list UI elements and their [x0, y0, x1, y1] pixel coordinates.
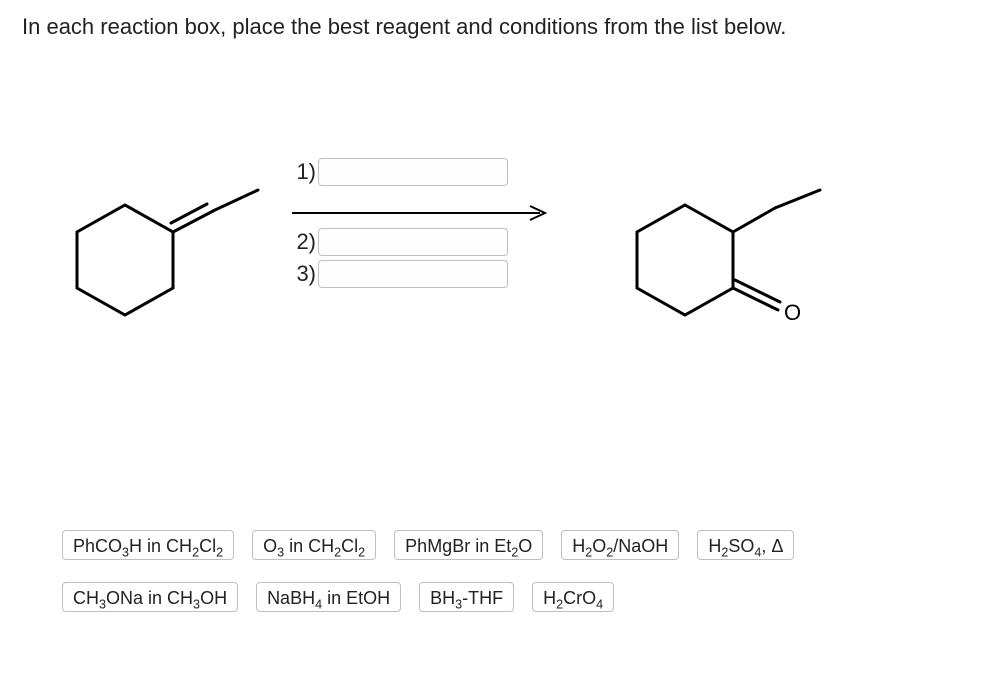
reagent-bank-row-2: CH3ONa in CH3OH NaBH4 in EtOH BH3-THF H2…: [62, 582, 614, 612]
step-1-input[interactable]: [318, 158, 508, 186]
reagent-bh3-thf[interactable]: BH3-THF: [419, 582, 514, 612]
step-2-input[interactable]: [318, 228, 508, 256]
reagent-steps: 1) 2) 3): [290, 158, 508, 292]
starting-material-structure: [50, 170, 280, 355]
step-1-row: 1): [290, 158, 508, 186]
reagent-ch3ona[interactable]: CH3ONa in CH3OH: [62, 582, 238, 612]
step-1-label: 1): [290, 159, 316, 185]
reagent-h2cro4[interactable]: H2CrO4: [532, 582, 614, 612]
step-2-label: 2): [290, 229, 316, 255]
step-3-input[interactable]: [318, 260, 508, 288]
step-3-row: 3): [290, 260, 508, 288]
reagent-o3[interactable]: O3 in CH2Cl2: [252, 530, 376, 560]
reagent-phmgbr[interactable]: PhMgBr in Et2O: [394, 530, 543, 560]
reagent-nabh4[interactable]: NaBH4 in EtOH: [256, 582, 401, 612]
reagent-bank-row-1: PhCO3H in CH2Cl2 O3 in CH2Cl2 PhMgBr in …: [62, 530, 794, 560]
reagent-h2o2-naoh[interactable]: H2O2/NaOH: [561, 530, 679, 560]
reaction-scheme: 1) 2) 3) O: [50, 140, 950, 400]
reagent-h2so4[interactable]: H2SO4, Δ: [697, 530, 794, 560]
product-structure: O: [610, 170, 910, 375]
reagent-phco3h[interactable]: PhCO3H in CH2Cl2: [62, 530, 234, 560]
svg-text:O: O: [784, 300, 801, 325]
step-3-label: 3): [290, 261, 316, 287]
step-2-row: 2): [290, 228, 508, 256]
instruction-text: In each reaction box, place the best rea…: [22, 14, 786, 40]
